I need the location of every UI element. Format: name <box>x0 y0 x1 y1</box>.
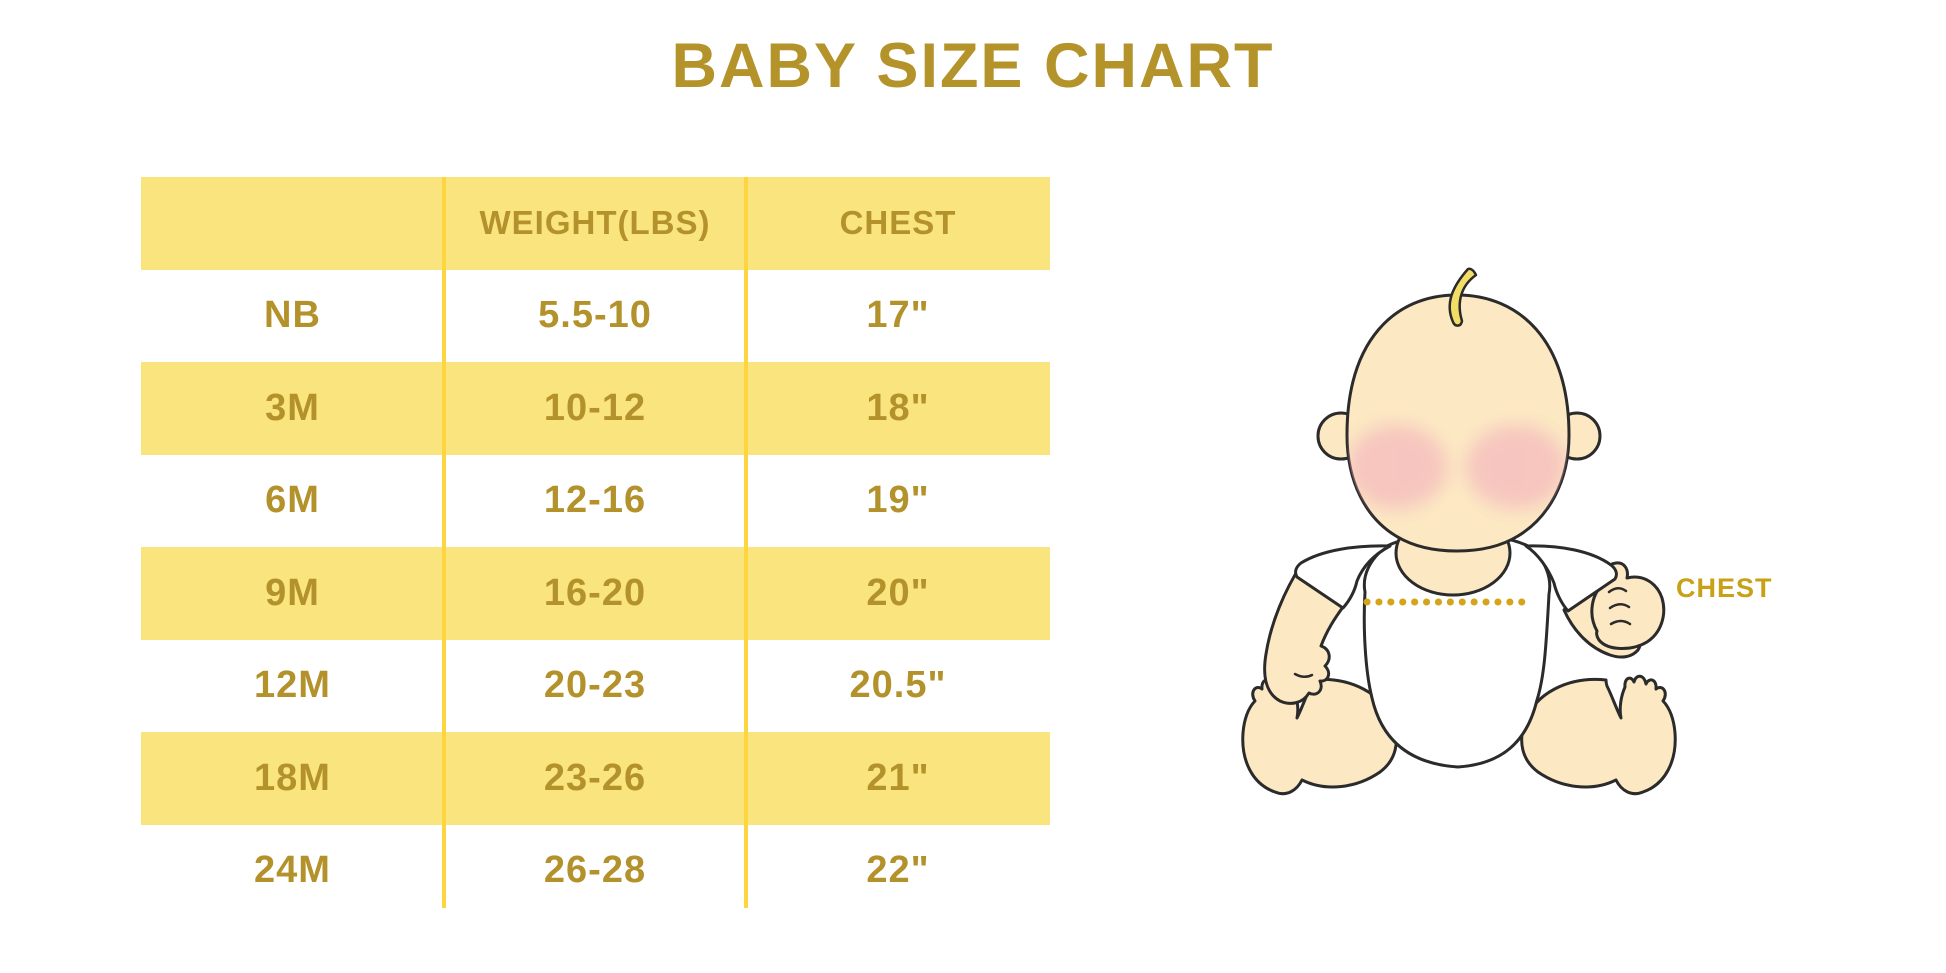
table-header-row: WEIGHT(LBS) CHEST <box>141 177 1050 270</box>
baby-cheeks <box>1347 425 1566 509</box>
cell-chest: 19" <box>866 479 930 522</box>
baby-right-leg <box>1520 674 1677 796</box>
cell-size: 18M <box>254 756 331 799</box>
table-row: 18M 23-26 21" <box>141 732 1050 825</box>
chest-diagram-label: CHEST <box>1676 573 1773 603</box>
header-weight: WEIGHT(LBS) <box>479 204 711 242</box>
table-row: 24M 26-28 22" <box>141 825 1050 918</box>
cell-weight: 23-26 <box>543 756 647 799</box>
size-chart-table: WEIGHT(LBS) CHEST NB 5.5-10 17" 3M 10-12… <box>141 177 1050 917</box>
column-divider <box>442 177 446 908</box>
baby-left-arm <box>1263 563 1345 705</box>
header-size <box>141 177 444 270</box>
cell-chest: 20.5" <box>849 664 947 707</box>
cell-weight: 26-28 <box>543 849 647 892</box>
cell-weight: 10-12 <box>543 386 647 429</box>
baby-left-leg <box>1241 674 1398 796</box>
table-row: 9M 16-20 20" <box>141 547 1050 640</box>
baby-right-sleeve <box>1524 544 1618 613</box>
cell-size: 9M <box>265 571 320 614</box>
cell-chest: 20" <box>866 571 930 614</box>
cell-chest: 17" <box>866 294 930 337</box>
baby-illustration-svg <box>1241 267 1677 796</box>
table-row: 3M 10-12 18" <box>141 362 1050 455</box>
cell-weight: 16-20 <box>543 571 647 614</box>
table-row: 12M 20-23 20.5" <box>141 640 1050 733</box>
cell-size: NB <box>264 294 321 337</box>
cell-chest: 18" <box>866 386 930 429</box>
baby-head <box>1345 293 1571 553</box>
cell-chest: 21" <box>866 756 930 799</box>
header-chest: CHEST <box>839 204 957 242</box>
baby-hair-curl <box>1448 267 1478 327</box>
cell-size: 12M <box>254 664 331 707</box>
cell-weight: 20-23 <box>543 664 647 707</box>
table-row: NB 5.5-10 17" <box>141 270 1050 363</box>
cell-size: 24M <box>254 849 331 892</box>
baby-fist-finger-lines <box>1293 587 1632 678</box>
cell-chest: 22" <box>866 849 930 892</box>
cell-weight: 12-16 <box>543 479 647 522</box>
baby-left-sleeve <box>1294 544 1392 610</box>
baby-illustration <box>1150 230 1850 850</box>
page-title: BABY SIZE CHART <box>671 31 1275 101</box>
table-row: 6M 12-16 19" <box>141 455 1050 548</box>
column-divider <box>744 177 748 908</box>
cell-weight: 5.5-10 <box>538 294 652 337</box>
cell-size: 3M <box>265 386 320 429</box>
cell-size: 6M <box>265 479 320 522</box>
